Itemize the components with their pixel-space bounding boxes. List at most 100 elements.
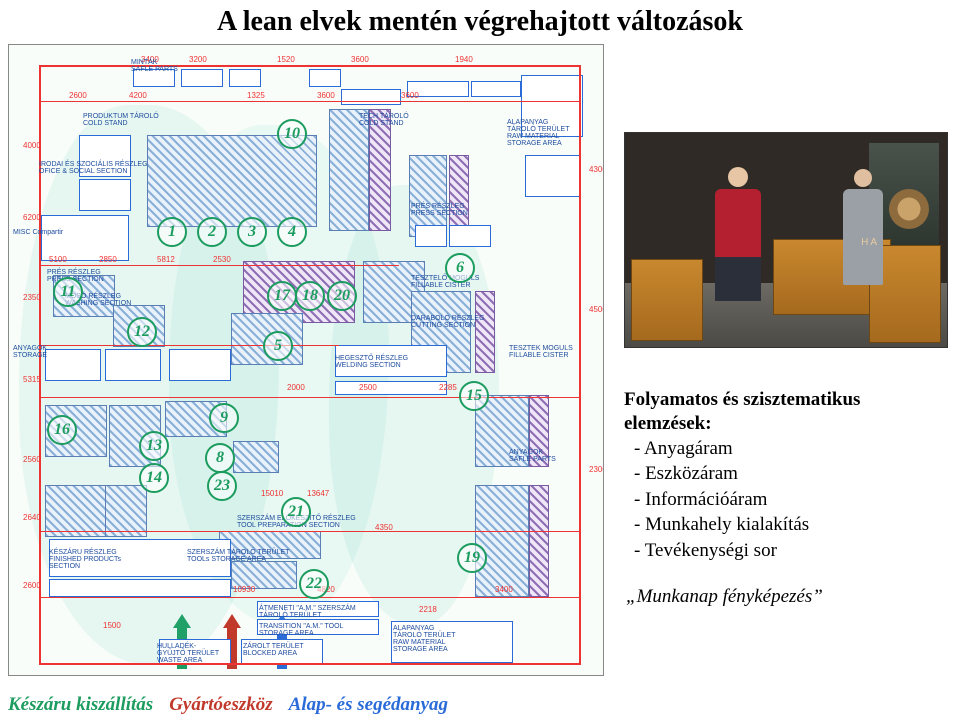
equipment-hatch bbox=[105, 485, 147, 537]
dim-label: 4500 bbox=[589, 305, 604, 314]
section-label: ALAPANYAG TÁROLÓ TERÜLET RAW MATERIAL ST… bbox=[393, 625, 456, 653]
section-label: ÁTMENETI "A.M." SZERSZÁM TÁROLÓ TERÜLET bbox=[259, 605, 356, 619]
dim-label: 13647 bbox=[307, 489, 329, 498]
legend: Készáru kiszállításGyártóeszközAlap- és … bbox=[8, 694, 448, 716]
station-node: 21 bbox=[281, 497, 311, 527]
dim-line bbox=[39, 663, 579, 665]
section-label: ANYAGOK SAFLE PARTS bbox=[509, 449, 556, 463]
analysis-item: - Anyagáram bbox=[624, 436, 952, 462]
dim-label: 2600 bbox=[69, 91, 87, 100]
dim-label: 10930 bbox=[233, 585, 255, 594]
station-node: 14 bbox=[139, 463, 169, 493]
dim-label: 2530 bbox=[213, 255, 231, 264]
dim-label: 5812 bbox=[157, 255, 175, 264]
dim-label: 2300 bbox=[589, 465, 604, 474]
page-title: A lean elvek mentén végrehajtott változá… bbox=[0, 6, 960, 38]
section-label: TESZTEK MOGULS FILLABLE CISTER bbox=[509, 345, 573, 359]
analysis-item: - Tevékenységi sor bbox=[624, 538, 952, 564]
dim-label: 1940 bbox=[455, 55, 473, 64]
legend-item: Alap- és segédanyag bbox=[289, 694, 448, 716]
dim-label: 5315 bbox=[23, 375, 41, 384]
section-label: TRANSITION "A.M." TOOL STORAGE AREA bbox=[259, 623, 343, 637]
dim-label: 4300 bbox=[589, 165, 604, 174]
station-node: 22 bbox=[299, 569, 329, 599]
station-node: 1 bbox=[157, 217, 187, 247]
dim-label: 6200 bbox=[23, 213, 41, 222]
plan-block bbox=[79, 179, 131, 211]
plan-block bbox=[229, 69, 261, 87]
section-label: MINTÁK SAFLE PARTS bbox=[131, 59, 178, 73]
dim-line bbox=[39, 345, 339, 346]
station-node: 15 bbox=[459, 381, 489, 411]
dim-label: 15010 bbox=[261, 489, 283, 498]
analysis-block: Folyamatos és szisztematikus elemzések: … bbox=[624, 388, 952, 608]
section-label: ZÁROLT TERÜLET BLOCKED AREA bbox=[243, 643, 304, 657]
photo-bin-label: HA bbox=[861, 237, 879, 248]
shopfloor-photo: HA bbox=[624, 132, 948, 348]
station-node: 16 bbox=[47, 415, 77, 445]
analysis-heading: Folyamatos és szisztematikus elemzések: bbox=[624, 388, 952, 436]
dim-line bbox=[39, 531, 579, 532]
dim-label: 2560 bbox=[23, 455, 41, 464]
plan-block bbox=[49, 579, 231, 597]
station-node: 3 bbox=[237, 217, 267, 247]
equipment-hatch bbox=[45, 485, 107, 537]
plan-block bbox=[525, 155, 581, 197]
equipment-hatch bbox=[329, 109, 369, 231]
section-label: ANYAGOK STORAGE bbox=[13, 345, 47, 359]
section-label: ALAPANYAG TÁROLÓ TERÜLET RAW MATERIAL ST… bbox=[507, 119, 570, 147]
dim-line bbox=[579, 65, 581, 665]
dim-label: 2285 bbox=[439, 383, 457, 392]
section-label: PRÉS RÉSZLEG PRESS SECTION bbox=[411, 203, 468, 217]
dim-label: 3200 bbox=[189, 55, 207, 64]
plan-block bbox=[415, 225, 447, 247]
arrow-head bbox=[223, 614, 241, 628]
dim-label: 3400 bbox=[495, 585, 513, 594]
station-node: 11 bbox=[53, 277, 83, 307]
plan-block bbox=[335, 381, 447, 395]
station-node: 2 bbox=[197, 217, 227, 247]
dim-line bbox=[39, 65, 579, 67]
dim-label: 1325 bbox=[247, 91, 265, 100]
dim-label: 5100 bbox=[49, 255, 67, 264]
photo-legs bbox=[715, 257, 761, 301]
dim-line bbox=[39, 101, 579, 102]
dim-label: 2500 bbox=[359, 383, 377, 392]
plan-block bbox=[45, 349, 101, 381]
dim-label: 3600 bbox=[401, 91, 419, 100]
section-label: HULLADÉK- GYŰJTŐ TERÜLET WASTE AREA bbox=[157, 643, 219, 664]
station-node: 4 bbox=[277, 217, 307, 247]
section-label: DARABOLÓ RÉSZLEG CUTTING SECTION bbox=[411, 315, 485, 329]
section-label: TECH TÁROLÓ COLD STAND bbox=[359, 113, 409, 127]
plan-block bbox=[309, 69, 341, 87]
station-node: 23 bbox=[207, 471, 237, 501]
dim-label: 2850 bbox=[99, 255, 117, 264]
station-node: 20 bbox=[327, 281, 357, 311]
dim-line bbox=[39, 397, 579, 398]
plan-block bbox=[105, 349, 161, 381]
dim-line bbox=[39, 265, 399, 266]
analysis-item: - Információáram bbox=[624, 487, 952, 513]
station-node: 18 bbox=[295, 281, 325, 311]
photo-coil bbox=[889, 189, 929, 229]
dim-label: 2218 bbox=[419, 605, 437, 614]
station-node: 19 bbox=[457, 543, 487, 573]
station-node: 10 bbox=[277, 119, 307, 149]
station-node: 12 bbox=[127, 317, 157, 347]
dim-label: 2640 bbox=[23, 513, 41, 522]
plan-block bbox=[449, 225, 491, 247]
dim-label: 3600 bbox=[317, 91, 335, 100]
dim-label: 4200 bbox=[129, 91, 147, 100]
dim-label: 3600 bbox=[351, 55, 369, 64]
floorplan: 3400 3200 15 20 3600 1940 2600 4200 1325 3600 3600… bbox=[8, 44, 604, 676]
equipment-hatch bbox=[369, 109, 391, 231]
dim-label: 2000 bbox=[287, 383, 305, 392]
photo-worker-grey bbox=[843, 169, 883, 287]
dim-label: 4000 bbox=[23, 141, 41, 150]
photo-torso bbox=[715, 189, 761, 261]
photo-head bbox=[854, 169, 872, 187]
analysis-footnote: „Munkanap fényképezés” bbox=[624, 586, 952, 608]
photo-head bbox=[728, 167, 748, 187]
section-label: MISC Compartir bbox=[13, 229, 63, 236]
section-label: HEGESZTŐ RÉSZLEG WELDING SECTION bbox=[335, 355, 408, 369]
